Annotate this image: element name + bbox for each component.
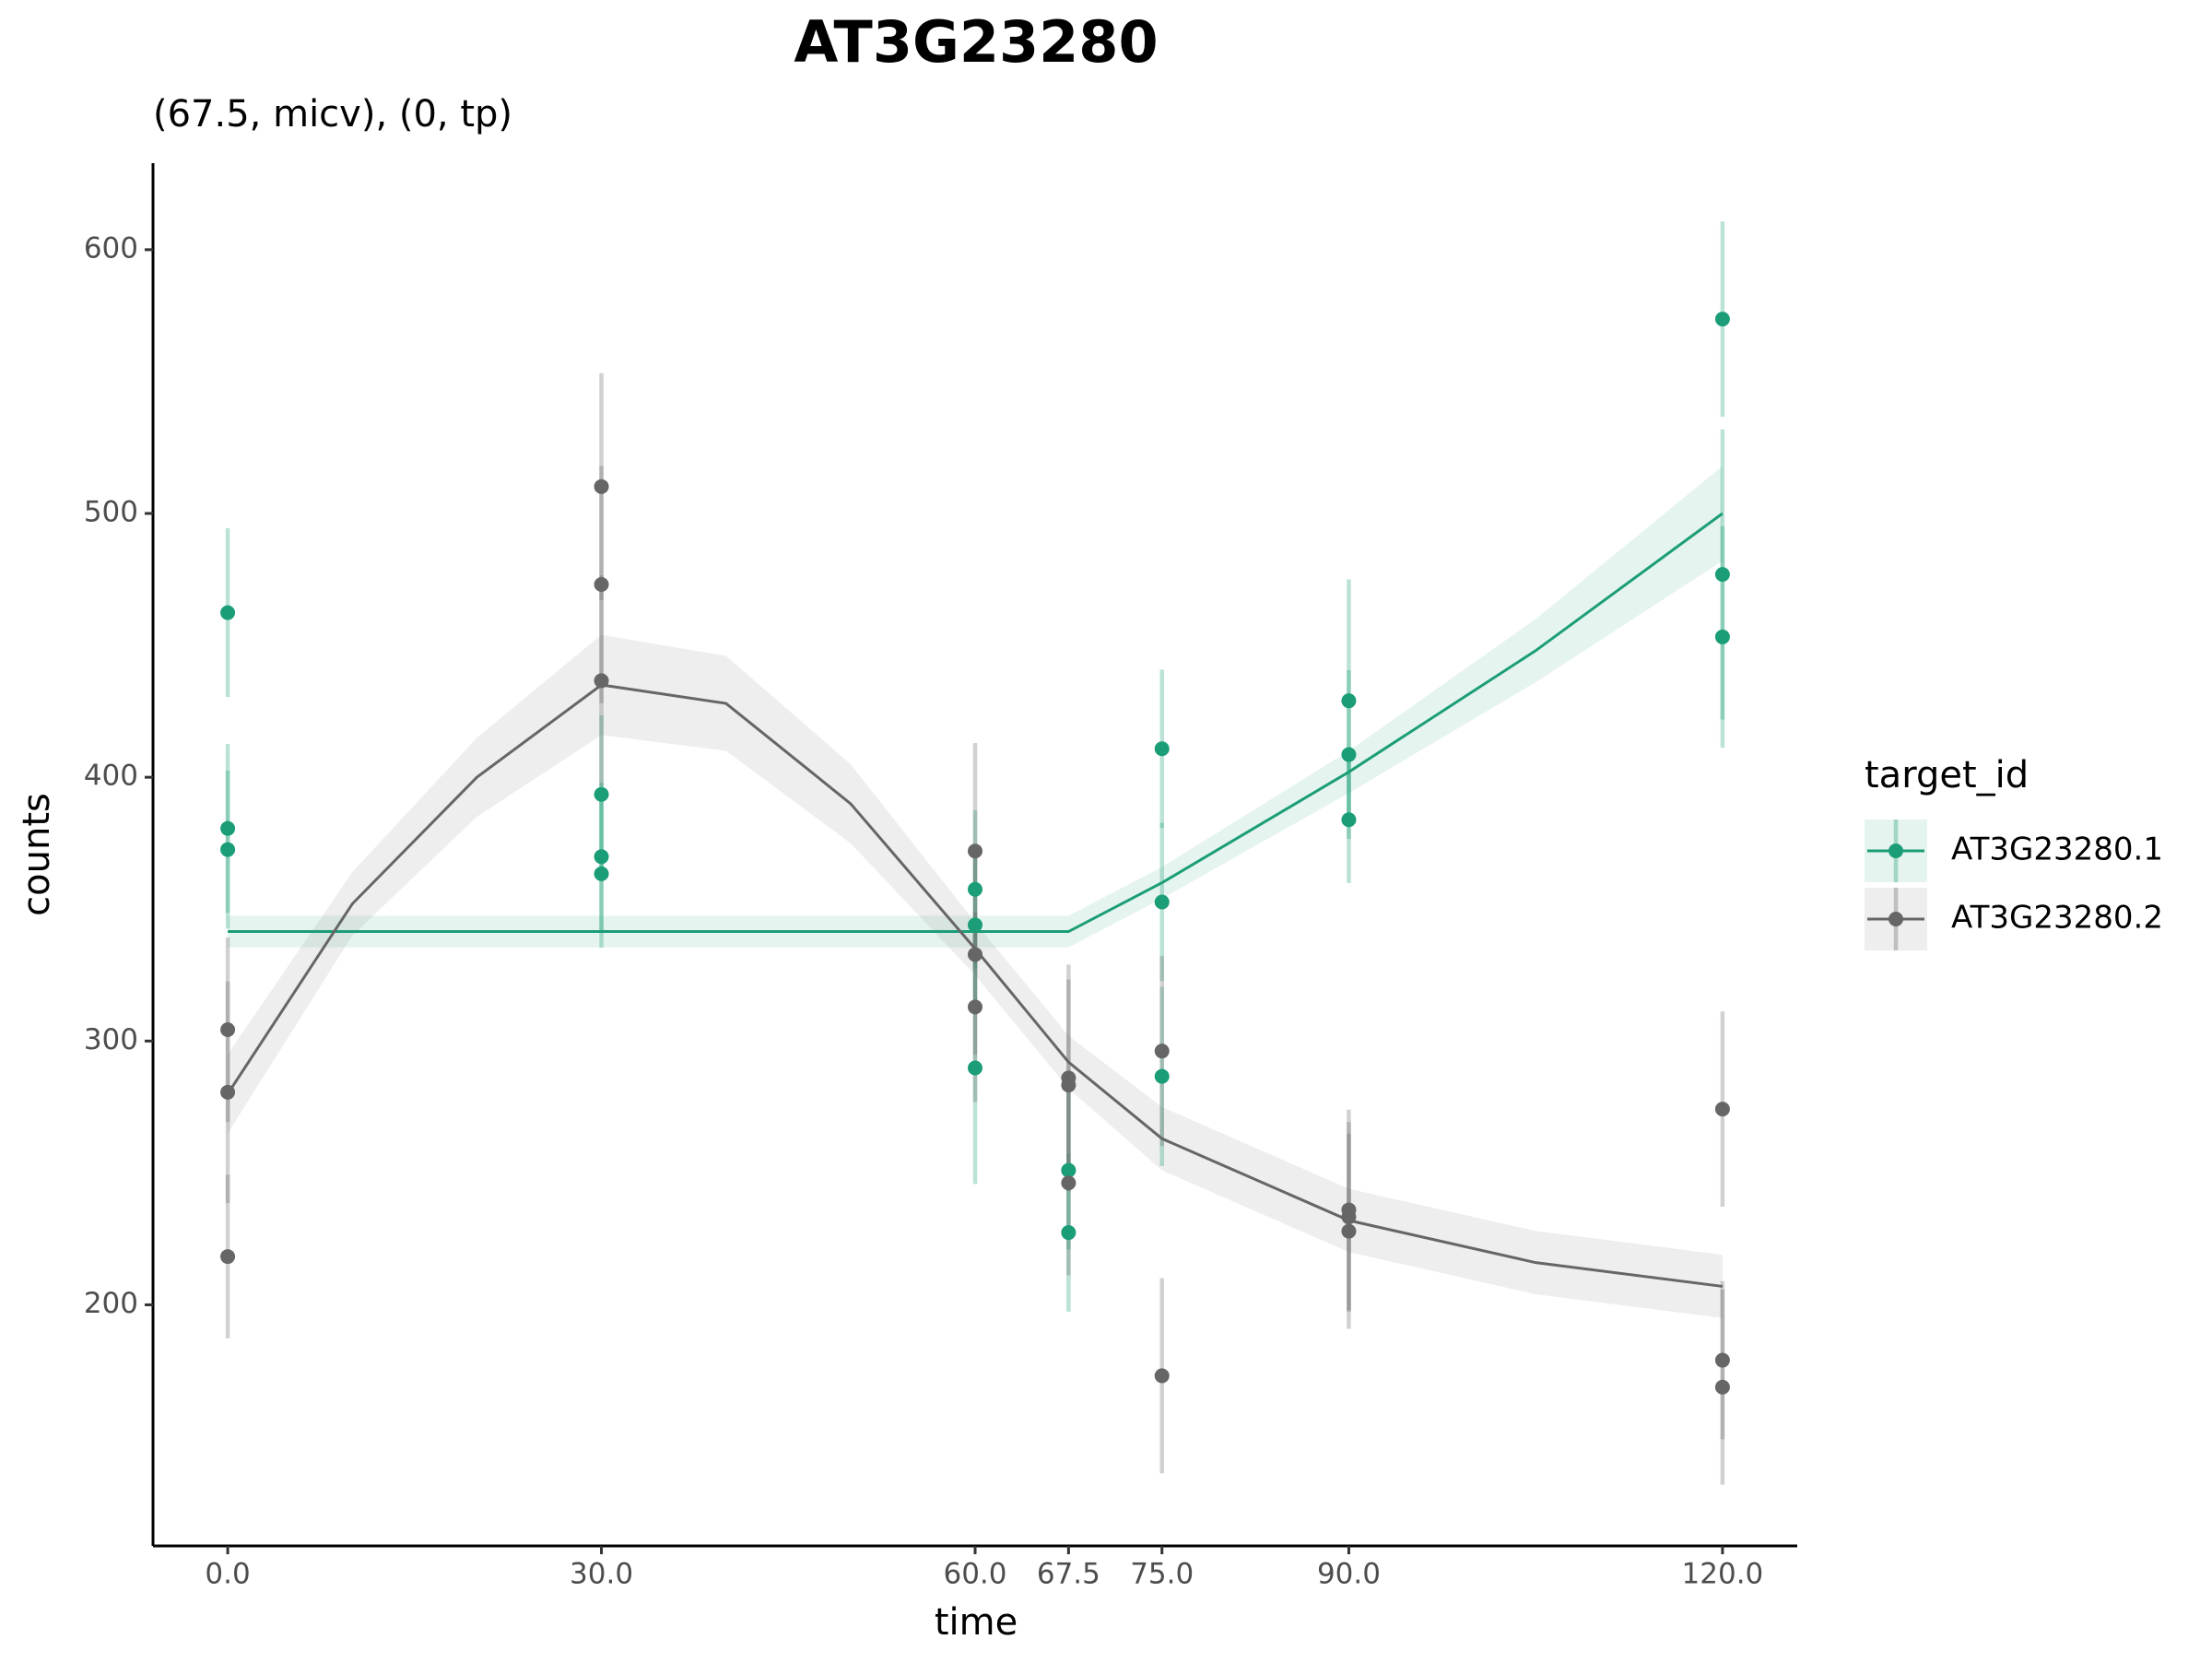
x-tick-label: 67.5 xyxy=(1037,1558,1100,1591)
point xyxy=(1061,1225,1077,1241)
x-tick-label: 30.0 xyxy=(570,1558,633,1591)
point xyxy=(1714,1352,1730,1368)
point xyxy=(968,843,982,859)
legend-key-point xyxy=(1888,912,1903,926)
fit-line xyxy=(226,683,1724,1288)
x-tick-label: 90.0 xyxy=(1317,1558,1381,1591)
x-tick-label: 0.0 xyxy=(205,1558,250,1591)
y-tick-label: 200 xyxy=(84,1287,138,1320)
point xyxy=(220,820,236,836)
point xyxy=(1154,741,1170,757)
legend-label: AT3G23280.2 xyxy=(1951,900,2163,937)
legend-key-point xyxy=(1888,843,1903,858)
legend-title: target_id xyxy=(1865,754,2029,796)
point xyxy=(1714,1102,1730,1117)
point xyxy=(594,866,609,881)
x-tick-label: 120.0 xyxy=(1682,1558,1764,1591)
y-tick-label: 600 xyxy=(84,231,138,265)
point xyxy=(1154,1068,1170,1084)
point xyxy=(1341,693,1357,709)
point xyxy=(968,881,982,897)
point xyxy=(1061,1078,1077,1093)
point xyxy=(220,1084,236,1100)
point xyxy=(594,673,609,689)
point xyxy=(220,1022,236,1038)
fit-ribbon xyxy=(228,634,1723,1318)
point xyxy=(968,947,982,962)
y-tick-label: 400 xyxy=(84,760,138,793)
point xyxy=(1341,1223,1357,1239)
point xyxy=(1714,312,1730,327)
point xyxy=(1714,1379,1730,1395)
point xyxy=(594,478,609,494)
point xyxy=(1061,1175,1077,1191)
point xyxy=(1714,567,1730,583)
point xyxy=(220,1249,236,1265)
point xyxy=(968,999,982,1015)
fit-line xyxy=(228,512,1724,934)
point xyxy=(220,842,236,857)
chart-title: AT3G23280 xyxy=(794,8,1158,76)
point xyxy=(1341,747,1357,762)
point xyxy=(594,576,609,592)
point xyxy=(1341,1209,1357,1225)
point xyxy=(1061,1162,1077,1178)
point xyxy=(968,917,982,933)
legend-label: AT3G23280.1 xyxy=(1951,832,2163,868)
x-tick-label: 75.0 xyxy=(1130,1558,1194,1591)
point xyxy=(594,786,609,802)
point xyxy=(220,605,236,620)
point xyxy=(1154,1044,1170,1059)
point xyxy=(968,1060,982,1076)
point xyxy=(1714,629,1730,644)
point xyxy=(1154,894,1170,910)
y-tick-label: 500 xyxy=(84,496,138,529)
fit-ribbon xyxy=(228,466,1723,948)
point xyxy=(1154,1368,1170,1384)
point xyxy=(594,849,609,865)
y-tick-label: 300 xyxy=(84,1023,138,1056)
x-tick-label: 60.0 xyxy=(943,1558,1006,1591)
y-axis-title: counts xyxy=(16,793,58,916)
point xyxy=(1341,812,1357,828)
chart-subtitle: (67.5, micv), (0, tp) xyxy=(153,93,512,136)
x-axis-title: time xyxy=(935,1601,1018,1644)
